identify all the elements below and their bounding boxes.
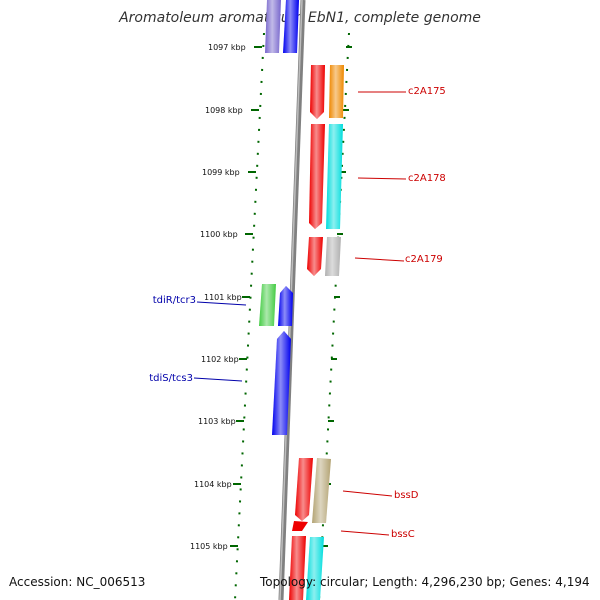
kbp-label: 1100 kbp	[200, 230, 238, 239]
gene-label-c2A178[interactable]: c2A178	[408, 173, 446, 184]
kbp-label: 1101 kbp	[204, 293, 242, 302]
gene-label-tdiS-tcs3[interactable]: tdiS/tcs3	[149, 373, 193, 384]
gene-label-c2A179[interactable]: c2A179	[405, 254, 443, 265]
gene-arrow[interactable]	[292, 521, 308, 531]
gene-label-bssC[interactable]: bssC	[391, 529, 415, 540]
kbp-label: 1105 kbp	[190, 542, 228, 551]
kbp-labels: 1097 kbp 1098 kbp 1099 kbp 1100 kbp 1101…	[190, 43, 246, 551]
accession-text: Accession: NC_006513	[9, 575, 146, 589]
kbp-label: 1102 kbp	[201, 355, 239, 364]
gene-labels: c2A175 c2A178 c2A179 tdiR/tcr3 tdiS/tcs3…	[149, 86, 446, 540]
kbp-label: 1099 kbp	[202, 168, 240, 177]
gene-label-c2A175[interactable]: c2A175	[408, 86, 446, 97]
reverse-strand-genes[interactable]	[259, 0, 299, 435]
left-tick-track	[234, 32, 265, 600]
kbp-label: 1097 kbp	[208, 43, 246, 52]
gene-label-bssD[interactable]: bssD	[394, 490, 419, 501]
kbp-label: 1103 kbp	[198, 417, 236, 426]
genome-summary-text: Topology: circular; Length: 4,296,230 bp…	[260, 575, 590, 589]
kbp-label: 1104 kbp	[194, 480, 232, 489]
label-leader-lines	[193, 91, 407, 536]
gene-label-tdiR-tcr3[interactable]: tdiR/tcr3	[153, 295, 196, 306]
forward-strand-genes[interactable]	[289, 65, 344, 600]
kbp-label: 1098 kbp	[205, 106, 243, 115]
